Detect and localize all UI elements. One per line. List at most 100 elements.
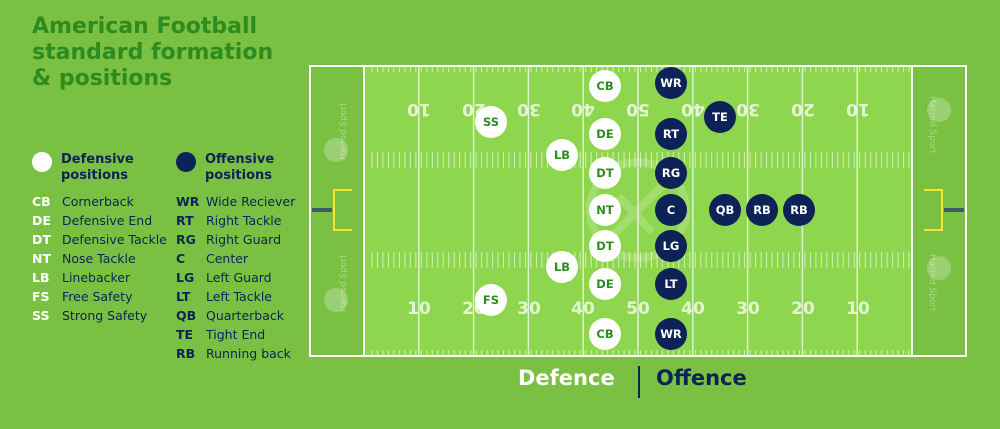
player-dt-marker: DT: [589, 157, 621, 189]
player-wr-marker: WR: [655, 67, 687, 99]
player-fs-marker: FS: [475, 284, 507, 316]
player-c-marker: C: [655, 194, 687, 226]
defensive-legend-header: Defensive positions: [32, 152, 172, 184]
player-wr-marker: WR: [655, 318, 687, 350]
endzone-logo-text-left-bottom: Harrod Sport: [339, 254, 349, 312]
defensive-legend-row: LB Linebacker: [32, 270, 172, 285]
offensive-legend-abbr: QB: [176, 308, 197, 323]
defensive-legend-row: NT Nose Tackle: [32, 251, 172, 266]
yard-number-bottom: 50: [626, 299, 650, 319]
player-cb-marker: CB: [589, 318, 621, 350]
defensive-legend-name: Linebacker: [62, 270, 131, 285]
offensive-legend-abbr: RG: [176, 232, 196, 247]
offensive-legend-name: Left Tackle: [206, 289, 272, 304]
offence-caption: Offence: [656, 366, 747, 390]
yard-number-bottom: 30: [736, 299, 760, 319]
defensive-legend-abbr: NT: [32, 251, 51, 266]
offensive-legend-row: QB Quarterback: [176, 308, 306, 323]
yard-lines: [363, 66, 913, 356]
player-lt-marker: LT: [655, 268, 687, 300]
player-rb-marker: RB: [746, 194, 778, 226]
yard-number-top: 10: [407, 99, 431, 119]
yard-number-bottom: 10: [846, 299, 870, 319]
yard-number-bottom: 10: [407, 299, 431, 319]
offensive-legend-name: Right Tackle: [206, 213, 282, 228]
defensive-legend-abbr: CB: [32, 194, 51, 209]
offensive-legend-name: Wide Reciever: [206, 194, 296, 209]
yard-number-bottom: 40: [681, 299, 705, 319]
player-cb-marker: CB: [589, 70, 621, 102]
offensive-legend-name: Running back: [206, 346, 291, 361]
offensive-legend-name: Left Guard: [206, 270, 272, 285]
defensive-legend-row: CB Cornerback: [32, 194, 172, 209]
right-goalpost-icon: [924, 189, 964, 231]
player-lb-marker: LB: [546, 251, 578, 283]
offensive-legend-row: LT Left Tackle: [176, 289, 306, 304]
yard-number-top: 20: [791, 99, 815, 119]
yard-numbers-top: 10 20 30 40 50 40 30 20 10: [407, 99, 870, 119]
player-qb-marker: QB: [709, 194, 741, 226]
defensive-legend-row: SS Strong Safety: [32, 308, 172, 323]
defensive-legend-abbr: DT: [32, 232, 51, 247]
left-endzone-logo: [324, 138, 348, 312]
hash-marks: [371, 66, 910, 356]
offensive-legend-row: RT Right Tackle: [176, 213, 306, 228]
player-de-marker: DE: [589, 268, 621, 300]
defensive-legend-name: Cornerback: [62, 194, 134, 209]
player-lg-marker: LG: [655, 230, 687, 262]
offensive-legend-row: TE Tight End: [176, 327, 306, 342]
yard-number-top: 10: [846, 99, 870, 119]
offensive-legend-abbr: RT: [176, 213, 194, 228]
player-de-marker: DE: [589, 118, 621, 150]
defensive-legend-abbr: DE: [32, 213, 51, 228]
player-te-marker: TE: [704, 101, 736, 133]
yard-number-top: 30: [736, 99, 760, 119]
yard-number-top: 30: [517, 99, 541, 119]
page-title: American Football standard formation & p…: [32, 14, 274, 91]
yard-number-top: 40: [571, 99, 595, 119]
player-dt-marker: DT: [589, 230, 621, 262]
offensive-legend-header: Offensive positions: [176, 152, 306, 184]
offensive-legend-name: Right Guard: [206, 232, 282, 247]
player-ss-marker: SS: [475, 106, 507, 138]
yard-numbers-bottom: 10 20 30 40 50 40 30 20 10: [407, 299, 870, 319]
offensive-legend-name: Center: [206, 251, 249, 266]
offensive-dot-icon: [176, 152, 196, 172]
offensive-legend-name: Quarterback: [206, 308, 284, 323]
defensive-legend-name: Strong Safety: [62, 308, 148, 323]
yard-number-bottom: 20: [791, 299, 815, 319]
defensive-legend-heading: Defensive positions: [61, 152, 134, 183]
caption-divider: [638, 366, 640, 398]
yard-number-bottom: 40: [571, 299, 595, 319]
offensive-legend-abbr: LT: [176, 289, 191, 304]
defensive-legend: Defensive positions CB Cornerback DE Defens…: [32, 152, 172, 327]
defensive-legend-name: Nose Tackle: [62, 251, 136, 266]
defensive-legend-row: DT Defensive Tackle: [32, 232, 172, 247]
offensive-legend-heading: Offensive positions: [205, 152, 275, 183]
defensive-legend-abbr: LB: [32, 270, 50, 285]
endzone-logo-text-right-bottom: Harrod Sport: [927, 254, 937, 312]
player-rt-marker: RT: [655, 118, 687, 150]
offensive-legend-row: WR Wide Reciever: [176, 194, 306, 209]
offensive-legend: Offensive positions WR Wide Reciever RT Rig…: [176, 152, 306, 365]
defensive-legend-row: FS Free Safety: [32, 289, 172, 304]
right-endzone-logo: [927, 98, 951, 280]
defensive-legend-row: DE Defensive End: [32, 213, 172, 228]
player-rb-marker: RB: [783, 194, 815, 226]
offensive-legend-row: C Center: [176, 251, 306, 266]
offensive-legend-abbr: LG: [176, 270, 195, 285]
defensive-dot-icon: [32, 152, 52, 172]
defensive-legend-name: Defensive End: [62, 213, 153, 228]
defensive-legend-abbr: SS: [32, 308, 50, 323]
yard-number-top: 40: [681, 99, 705, 119]
offensive-legend-abbr: TE: [176, 327, 194, 342]
defence-caption: Defence: [518, 366, 615, 390]
endzone-logo-text-left-top: Harrod Sport: [339, 102, 349, 160]
yard-number-bottom: 30: [517, 299, 541, 319]
offensive-legend-abbr: C: [176, 251, 186, 266]
defensive-legend-name: Free Safety: [62, 289, 133, 304]
offensive-legend-row: RG Right Guard: [176, 232, 306, 247]
offensive-legend-row: RB Running back: [176, 346, 306, 361]
player-nt-marker: NT: [589, 194, 621, 226]
